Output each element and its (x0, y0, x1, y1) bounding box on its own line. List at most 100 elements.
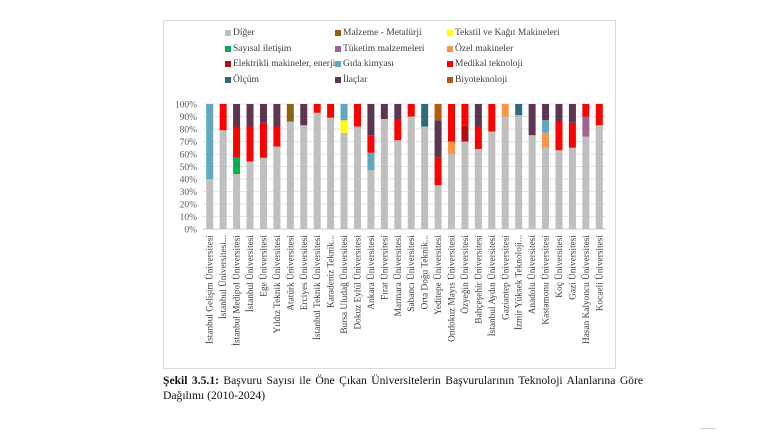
bar-segment-medikal-teknoloji (394, 119, 402, 141)
bar-segment-gıda-kimyası (367, 152, 375, 171)
x-tick-label: İstanbul Medipol Üniversitesi (231, 235, 243, 346)
bar-segment-özel-makineler (448, 141, 456, 154)
bar-segment-diğer (407, 116, 415, 229)
x-tick-label: Bahçeşehir Üniversitesi (472, 235, 484, 324)
bar-segment-sayısal-iletişim (233, 157, 241, 174)
bar-segment-diğer (555, 150, 563, 229)
bar-segment-medikal-teknoloji (461, 104, 469, 126)
legend-swatch (225, 30, 231, 36)
bar-segment-diğer (595, 125, 603, 229)
legend-swatch (225, 45, 231, 52)
x-tick-label: Gazi Üniversitesi (566, 235, 578, 300)
bar-segment-diğer (488, 131, 496, 229)
legend-swatch (335, 76, 341, 83)
legend-item: İlaçlar (335, 75, 367, 85)
bar-segment-medikal-teknoloji (488, 104, 496, 132)
bar-segment-medikal-teknoloji (568, 122, 576, 148)
legend-label: Elektrikli makineler, enerji (233, 59, 336, 69)
x-tick-label: Yıldız Teknik Üniversitesi (271, 235, 283, 334)
bar-segment-i-laçlar (259, 104, 267, 123)
bar-segment-diğer (246, 161, 254, 229)
bar-segment-diğer (582, 136, 590, 229)
bar-segment-diğer (474, 149, 482, 229)
legend-item: Malzeme - Metalürji (335, 28, 422, 38)
bar-segment-özel-makineler (542, 132, 550, 148)
x-tick-label: İstanbul Üniversitesi (244, 235, 256, 313)
x-tick-label: Anadolu Üniversitesi (526, 235, 538, 315)
bar-segment-diğer (259, 157, 267, 229)
bar-segment-i-laçlar (394, 104, 402, 119)
bar-segment-diğer (394, 140, 402, 229)
bar-segment-diğer (528, 135, 536, 229)
legend-label: Ölçüm (233, 74, 259, 85)
bar-segment-biyoteknoloji (434, 104, 442, 121)
legend-item: Diğer (225, 28, 255, 38)
page-corner-mark (700, 428, 716, 429)
y-tick-label: 50% (180, 163, 198, 173)
bar-segment-medikal-teknoloji (327, 104, 335, 118)
y-tick-label: 20% (180, 201, 198, 211)
bar-segment-medikal-teknoloji (434, 157, 442, 186)
x-tick-label: Orta Doğu Teknik... (421, 235, 431, 309)
bar-segment-diğer (219, 130, 227, 229)
legend-item: Sayısal iletişim (225, 44, 291, 54)
y-tick-label: 100% (175, 101, 197, 111)
y-tick-label: 10% (180, 213, 198, 223)
bar-segment-medikal-teknoloji (313, 104, 321, 113)
bar-segment-diğer (515, 115, 523, 229)
bar-segment-diğer (542, 147, 550, 229)
bar-segment-i-laçlar (555, 104, 563, 122)
bar-segment-i-laçlar (528, 104, 536, 136)
bar-segment-medikal-teknoloji (555, 121, 563, 151)
caption-label: Şekil 3.5.1: (163, 374, 219, 387)
legend-label: Özel makineler (455, 43, 514, 54)
legend-item: Özel makineler (447, 44, 513, 54)
y-tick-label: 80% (180, 126, 198, 136)
figure-caption: Şekil 3.5.1: Başvuru Sayısı ile Öne Çıka… (163, 374, 643, 403)
legend-swatch (447, 45, 453, 52)
bar-segment-diğer (273, 146, 281, 229)
bar-segment-ölçüm (515, 104, 523, 116)
x-tick-label: İstanbul Aydın Üniversitesi (486, 235, 498, 337)
legend-swatch (447, 61, 453, 67)
x-tick-label: İstanbul Üniversitesi... (217, 235, 229, 319)
x-tick-label: Karadeniz Teknik... (327, 235, 337, 308)
bar-segment-diğer (568, 147, 576, 229)
legend-item: Medikal teknoloji (447, 59, 523, 69)
legend-swatch (447, 76, 453, 83)
bar-segment-medikal-teknoloji (353, 104, 361, 127)
bar-segment-i-laçlar (542, 104, 550, 121)
legend-swatch (447, 30, 453, 36)
bar-segment-diğer (434, 185, 442, 229)
legend-label: Tekstil ve Kağıt Makineleri (455, 28, 560, 38)
legend-swatch (225, 61, 231, 67)
legend-label: Gıda kimyası (343, 59, 394, 69)
x-tick-label: Ege Üniversitesi (257, 235, 269, 297)
x-tick-label: İstanbul Gelişim Üniversitesi (204, 235, 216, 344)
bar-segment-i-laçlar (233, 104, 241, 127)
x-tick-label: Dokuz Eylül Üniversitesi (351, 235, 363, 330)
bar-segment-diğer (461, 141, 469, 229)
y-tick-label: 70% (180, 138, 198, 148)
y-tick-label: 60% (180, 151, 198, 161)
legend-item: Gıda kimyası (335, 59, 394, 69)
bar-segment-diğer (501, 116, 509, 229)
bar-segment-diğer (421, 126, 429, 229)
x-tick-label: Gaziantep Üniversitesi (499, 235, 511, 320)
x-tick-label: Kocaeli Üniversitesi (593, 235, 605, 312)
x-tick-label: İstanbul Teknik Üniversitesi (311, 235, 323, 340)
bar-segment-gıda-kimyası (206, 104, 214, 179)
bar-segment-medikal-teknoloji (233, 126, 241, 158)
bar-segment-medikal-teknoloji (448, 104, 456, 142)
bar-segment-diğer (286, 121, 294, 229)
bar-segment-medikal-teknoloji (474, 126, 482, 149)
bar-segment-tekstil-ve-kağıt-makineleri (340, 120, 348, 133)
bar-segment-i-laçlar (367, 104, 375, 136)
y-tick-label: 30% (180, 188, 198, 198)
legend-item: Tekstil ve Kağıt Makineleri (447, 28, 560, 38)
bar-segment-ölçüm (421, 104, 429, 127)
bar-segment-diğer (327, 117, 335, 229)
legend-item: Elektrikli makineler, enerji (225, 59, 335, 69)
bar-segment-i-laçlar (300, 104, 308, 126)
